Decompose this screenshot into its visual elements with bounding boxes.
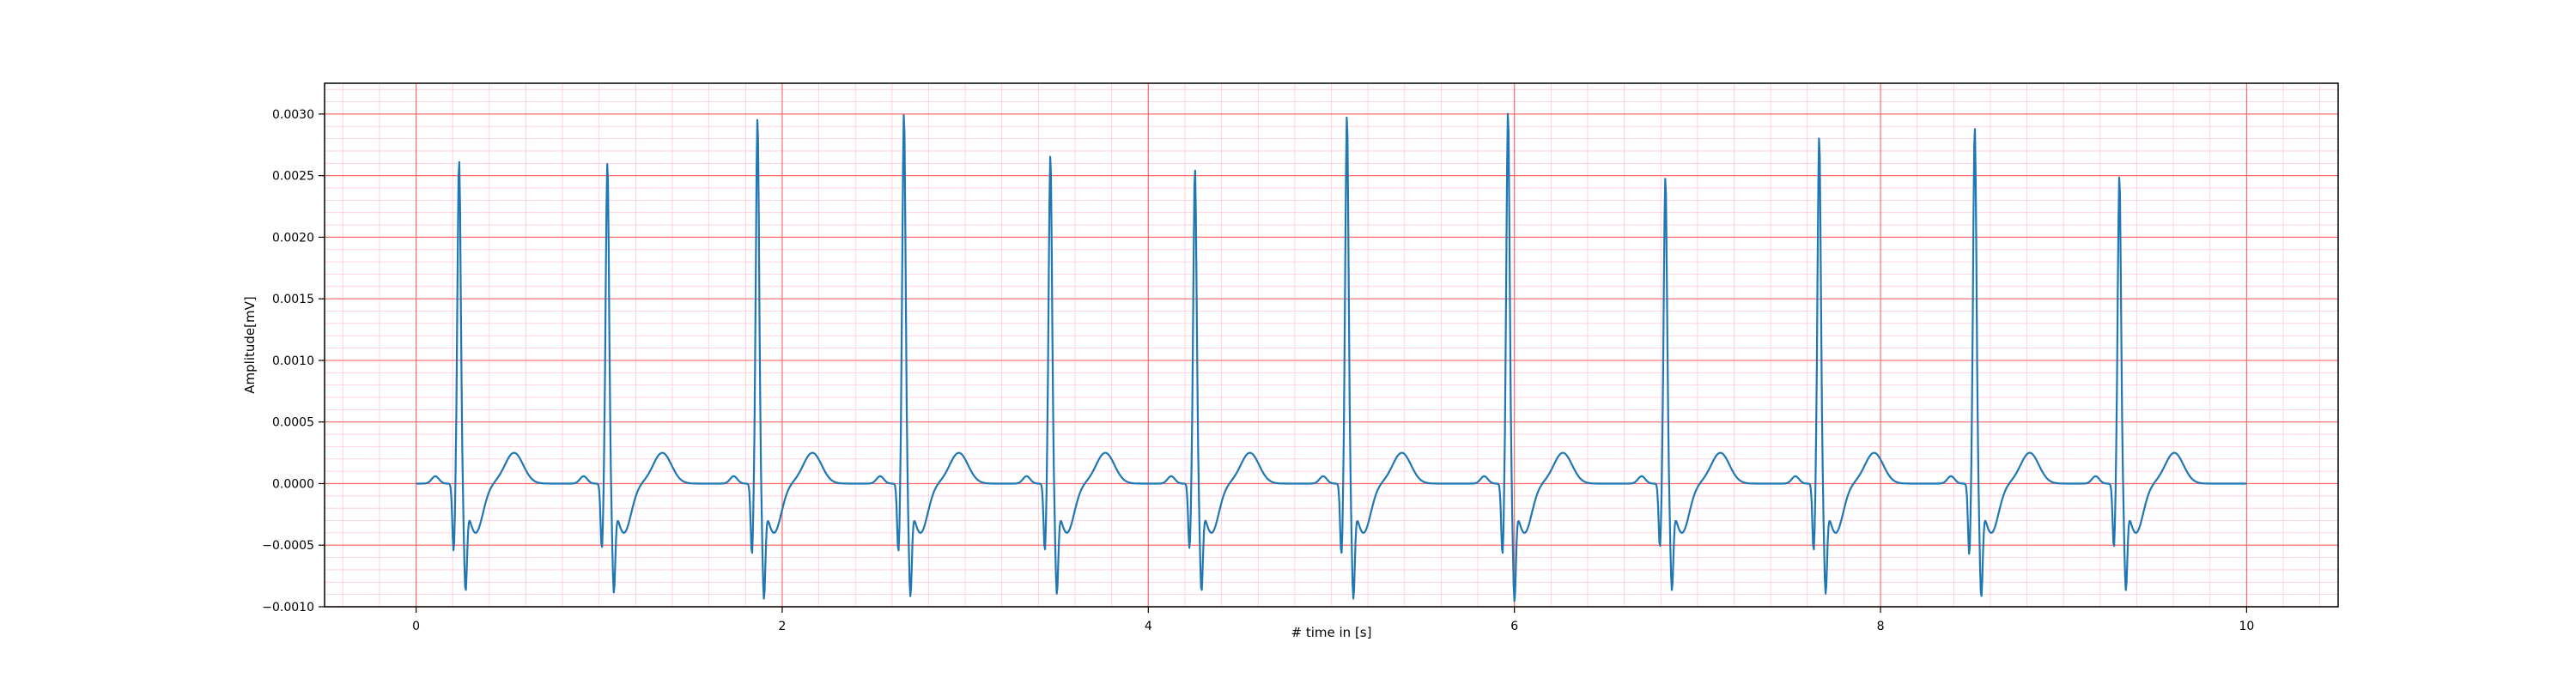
y-tick-label: 0.0010: [272, 354, 314, 368]
y-tick-label: 0.0030: [272, 108, 314, 122]
y-axis: −0.0010 −0.0005 0.0000 0.0005 0.0010 0.0015 0.…: [262, 108, 325, 614]
x-tick-label: 10: [2239, 620, 2254, 633]
ecg-signal-line: [416, 112, 2247, 602]
x-axis: 0 2 4 6 8 10: [412, 607, 2254, 633]
x-tick-label: 6: [1510, 620, 1518, 633]
x-tick-label: 2: [778, 620, 786, 633]
x-tick-label: 4: [1145, 620, 1152, 633]
series-line-group: [416, 112, 2247, 602]
y-tick-label: 0.0020: [272, 231, 314, 245]
plot-frame: [324, 82, 2339, 608]
y-tick-label: −0.0010: [262, 601, 314, 614]
y-tick-label: 0.0000: [272, 477, 314, 491]
x-axis-label: # time in [s]: [1291, 625, 1372, 640]
x-tick-label: 0: [412, 620, 420, 633]
x-tick-label: 8: [1877, 620, 1885, 633]
y-axis-label: Amplitude[mV]: [242, 296, 258, 393]
y-tick-label: −0.0005: [262, 539, 314, 553]
y-tick-label: 0.0015: [272, 293, 314, 306]
y-tick-label: 0.0025: [272, 170, 314, 184]
y-tick-label: 0.0005: [272, 416, 314, 430]
